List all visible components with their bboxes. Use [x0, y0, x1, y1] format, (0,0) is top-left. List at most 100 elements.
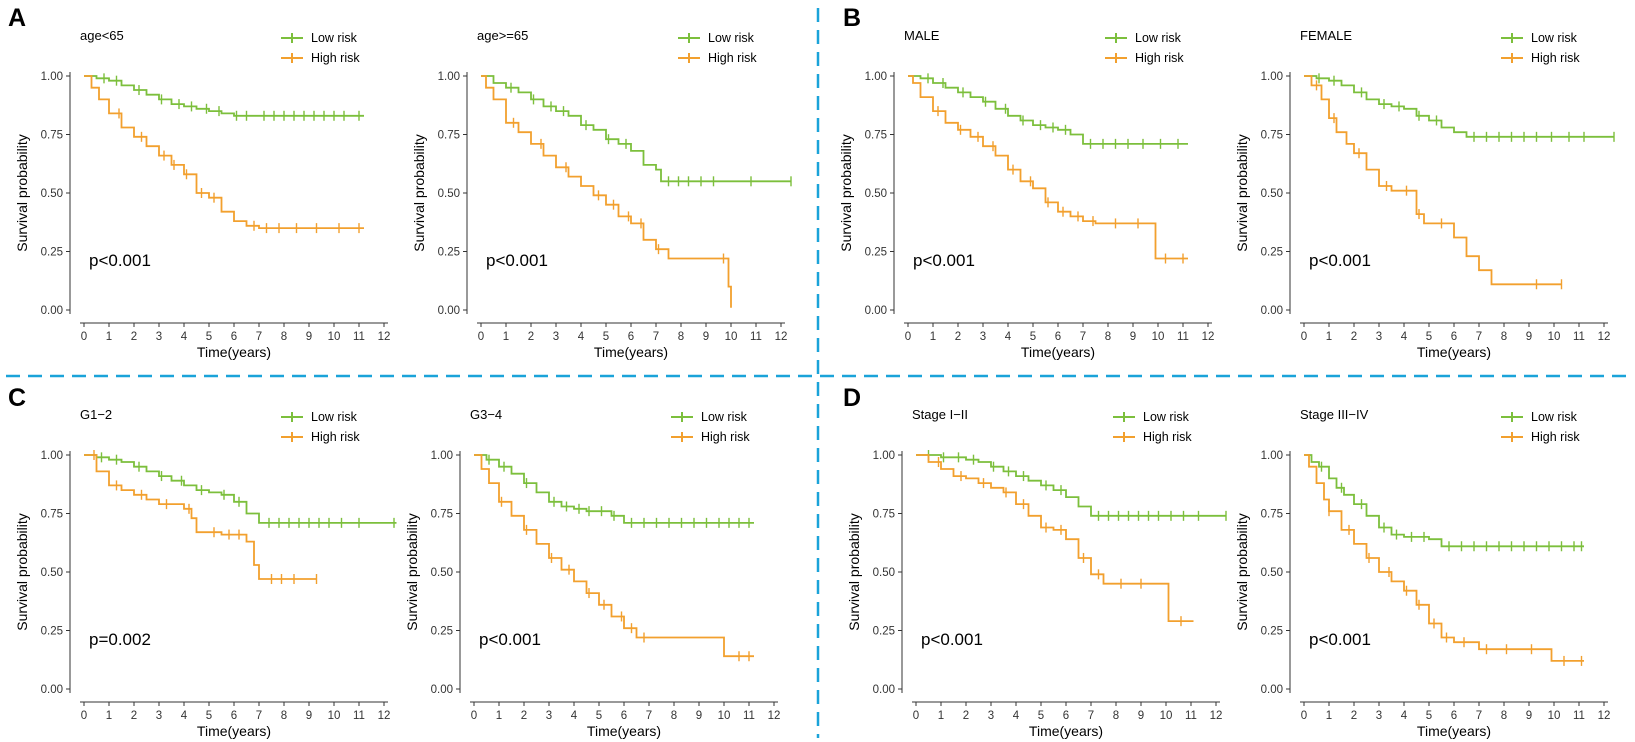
high-risk-curve — [1304, 454, 1584, 662]
x-tick-label: 11 — [750, 331, 762, 343]
y-tick-label: 0.25 — [41, 247, 63, 259]
high-risk-legend-label: High risk — [311, 430, 360, 444]
x-tick-label: 6 — [621, 710, 627, 722]
high-risk-legend-label: High risk — [708, 51, 757, 65]
y-tick-label: 0.50 — [431, 567, 453, 579]
y-tick-label: 0.75 — [41, 130, 63, 142]
x-tick-label: 12 — [1598, 331, 1611, 343]
p-value-label: p<0.001 — [1309, 251, 1371, 270]
y-tick-label: 0.25 — [1261, 247, 1283, 259]
low-risk-legend-label: Low risk — [708, 31, 755, 45]
high-risk-legend-label: High risk — [1143, 430, 1192, 444]
low-risk-legend-label: Low risk — [1135, 31, 1182, 45]
x-tick-label: 8 — [671, 710, 677, 722]
plot-subtitle: MALE — [904, 28, 940, 43]
p-value-label: p<0.001 — [1309, 630, 1371, 649]
x-tick-label: 11 — [1177, 331, 1189, 343]
low-risk-curve — [474, 454, 754, 524]
y-tick-label: 0.25 — [438, 247, 460, 259]
x-tick-label: 5 — [1426, 331, 1432, 343]
x-tick-label: 4 — [571, 710, 578, 722]
x-tick-label: 0 — [905, 331, 911, 343]
p-value-label: p<0.001 — [921, 630, 983, 649]
x-tick-label: 3 — [988, 710, 994, 722]
km-plot-6: G3−40.000.250.500.751.000 1 2 3 4 5 6 7 8 9 10 11 12… — [404, 407, 780, 739]
x-tick-label: 6 — [628, 331, 634, 343]
x-tick-label: 12 — [1598, 710, 1611, 722]
high-risk-curve — [1304, 75, 1562, 286]
x-tick-label: 9 — [1138, 710, 1144, 722]
low-risk-legend-label: Low risk — [311, 31, 358, 45]
x-tick-label: 6 — [231, 710, 237, 722]
panel-dividers — [6, 8, 1632, 738]
x-tick-label: 1 — [496, 710, 502, 722]
x-tick-label: 9 — [306, 331, 312, 343]
y-axis-label: Survival probability — [1234, 513, 1250, 631]
x-tick-label: 10 — [328, 331, 341, 343]
panel-letters: A B C D — [8, 4, 861, 412]
y-tick-label: 1.00 — [1261, 450, 1283, 462]
y-tick-label: 0.75 — [438, 130, 460, 142]
km-plot-7: Stage I−II0.000.250.500.751.000 1 2 3 4 5 6 7 8 9… — [846, 407, 1227, 739]
x-tick-label: 2 — [955, 331, 961, 343]
x-tick-label: 2 — [963, 710, 969, 722]
x-tick-label: 11 — [353, 331, 365, 343]
y-tick-label: 0.50 — [41, 188, 63, 200]
x-tick-label: 10 — [328, 710, 341, 722]
x-axis-label: Time(years) — [197, 344, 271, 360]
plot-subtitle: Stage I−II — [912, 407, 968, 422]
x-tick-label: 4 — [1005, 331, 1012, 343]
x-tick-label: 9 — [1526, 331, 1532, 343]
x-tick-label: 4 — [1401, 710, 1408, 722]
y-tick-label: 0.25 — [41, 626, 63, 638]
p-value-label: p<0.001 — [89, 251, 151, 270]
x-tick-label: 7 — [1080, 331, 1086, 343]
y-tick-label: 0.00 — [41, 684, 63, 696]
panel-letter-b: B — [843, 4, 861, 32]
y-axis-label: Survival probability — [411, 134, 427, 252]
x-tick-label: 9 — [696, 710, 702, 722]
x-tick-label: 5 — [1030, 331, 1036, 343]
y-tick-label: 1.00 — [431, 450, 453, 462]
x-tick-label: 12 — [378, 331, 391, 343]
x-tick-label: 0 — [81, 331, 87, 343]
x-tick-label: 0 — [81, 710, 87, 722]
x-axis-label: Time(years) — [1021, 344, 1095, 360]
panel-letter-a: A — [8, 4, 26, 32]
x-tick-label: 11 — [1573, 331, 1585, 343]
high-risk-curve — [481, 75, 732, 308]
x-tick-label: 7 — [653, 331, 659, 343]
y-tick-label: 0.25 — [873, 626, 895, 638]
y-tick-label: 0.75 — [431, 509, 453, 521]
x-tick-label: 5 — [206, 710, 212, 722]
low-risk-curve — [84, 75, 364, 117]
x-tick-label: 9 — [306, 710, 312, 722]
p-value-label: p<0.001 — [913, 251, 975, 270]
y-tick-label: 0.00 — [431, 684, 453, 696]
y-tick-label: 0.00 — [865, 305, 887, 317]
y-tick-label: 0.75 — [873, 509, 895, 521]
high-risk-curve — [84, 75, 364, 229]
x-tick-label: 8 — [678, 331, 684, 343]
x-tick-label: 3 — [980, 331, 986, 343]
x-tick-label: 10 — [1160, 710, 1173, 722]
x-axis-label: Time(years) — [1417, 723, 1491, 739]
high-risk-curve — [908, 75, 1188, 260]
x-axis-label: Time(years) — [1029, 723, 1103, 739]
p-value-label: p<0.001 — [486, 251, 548, 270]
x-tick-label: 2 — [1351, 331, 1357, 343]
low-risk-legend-label: Low risk — [1531, 410, 1578, 424]
x-tick-label: 2 — [528, 331, 534, 343]
y-tick-label: 0.00 — [41, 305, 63, 317]
x-tick-label: 3 — [156, 331, 162, 343]
y-tick-label: 0.00 — [1261, 684, 1283, 696]
x-tick-label: 10 — [718, 710, 731, 722]
x-tick-label: 5 — [1038, 710, 1044, 722]
x-tick-label: 1 — [930, 331, 936, 343]
low-risk-legend-label: Low risk — [1143, 410, 1190, 424]
km-plot-8: Stage III−IV0.000.250.500.751.000 1 2 3 4 5 6 7… — [1234, 407, 1610, 739]
x-tick-label: 11 — [353, 710, 365, 722]
y-axis-label: Survival probability — [14, 513, 30, 631]
x-tick-label: 2 — [1351, 710, 1357, 722]
